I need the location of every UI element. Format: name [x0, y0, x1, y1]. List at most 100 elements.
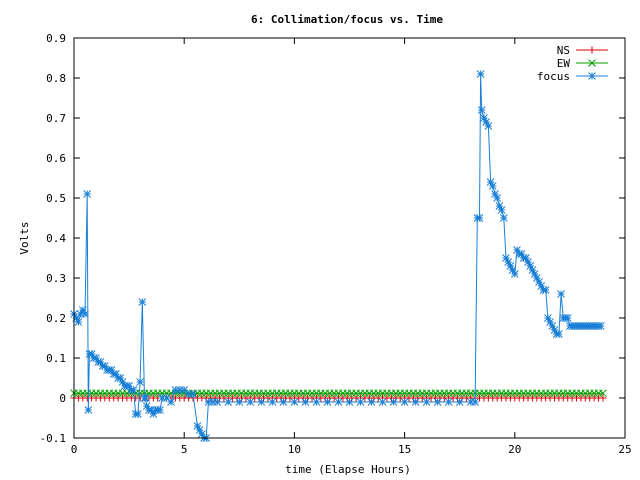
data-point-focus	[528, 266, 537, 274]
legend-label-ew: EW	[557, 57, 571, 70]
data-point-focus	[367, 398, 376, 406]
data-point-focus	[138, 298, 147, 306]
data-point-focus	[167, 398, 175, 406]
data-point-focus	[563, 314, 572, 322]
data-point-focus	[78, 306, 87, 314]
data-point-focus	[175, 386, 184, 394]
data-point-focus	[101, 362, 109, 370]
data-point-focus	[268, 398, 277, 406]
y-tick-label: 0.3	[46, 272, 66, 285]
data-point-focus	[497, 206, 506, 214]
y-tick-label: 0.6	[46, 152, 66, 165]
data-point-focus	[72, 314, 81, 322]
data-point-focus	[74, 318, 83, 326]
data-point-focus	[433, 398, 442, 406]
data-point-focus	[471, 398, 479, 406]
series-focus	[70, 70, 605, 442]
data-point-focus	[480, 114, 488, 122]
data-point-focus	[476, 70, 485, 78]
data-point-focus	[537, 282, 546, 290]
data-point-focus	[544, 314, 552, 322]
data-point-focus	[488, 182, 497, 190]
data-point-focus	[535, 278, 543, 286]
data-point-focus	[107, 366, 116, 374]
data-point-focus	[204, 398, 213, 406]
y-tick-label: 0.2	[46, 312, 66, 325]
data-point-focus	[162, 394, 171, 402]
data-point-focus	[246, 398, 255, 406]
data-point-focus	[118, 378, 127, 386]
y-tick-label: 0	[59, 392, 66, 405]
data-point-focus	[541, 286, 550, 294]
data-point-focus	[486, 178, 495, 186]
data-point-focus	[195, 426, 204, 434]
legend-marker-ns	[588, 46, 596, 54]
data-point-focus	[546, 318, 554, 326]
data-point-focus	[193, 422, 202, 430]
data-point-focus	[96, 358, 105, 366]
data-point-focus	[526, 262, 535, 270]
data-point-focus	[493, 194, 502, 202]
data-point-focus	[411, 398, 420, 406]
x-tick-label: 20	[508, 443, 521, 456]
data-point-focus	[136, 378, 144, 386]
data-point-focus	[149, 410, 158, 418]
data-point-focus	[312, 398, 321, 406]
data-point-focus	[475, 214, 484, 222]
y-tick-label: 0.8	[46, 72, 66, 85]
data-point-focus	[482, 118, 491, 126]
data-point-focus	[444, 398, 453, 406]
data-point-focus	[524, 258, 532, 266]
data-point-focus	[279, 398, 288, 406]
data-point-focus	[189, 390, 197, 398]
data-point-focus	[466, 398, 475, 406]
data-point-focus	[517, 250, 526, 258]
data-point-focus	[596, 322, 605, 330]
data-point-focus	[129, 386, 138, 394]
data-point-focus	[484, 122, 493, 130]
data-point-focus	[356, 398, 365, 406]
y-tick-label: 0.5	[46, 192, 66, 205]
data-point-focus	[156, 406, 164, 414]
y-tick-label: 0.7	[46, 112, 66, 125]
data-point-focus	[532, 274, 541, 282]
data-point-focus	[389, 398, 398, 406]
data-point-focus	[521, 254, 530, 262]
x-tick-label: 10	[288, 443, 301, 456]
x-tick-label: 15	[398, 443, 411, 456]
data-point-focus	[301, 398, 310, 406]
data-point-focus	[180, 386, 189, 394]
data-point-focus	[323, 398, 332, 406]
data-point-focus	[257, 398, 266, 406]
x-tick-label: 0	[71, 443, 78, 456]
data-point-focus	[76, 310, 85, 318]
data-point-focus	[506, 262, 515, 270]
data-point-focus	[504, 258, 513, 266]
data-point-focus	[378, 398, 387, 406]
y-tick-label: 0.1	[46, 352, 66, 365]
series-layer	[70, 70, 607, 442]
data-point-focus	[477, 106, 486, 114]
data-point-focus	[208, 398, 217, 406]
data-point-focus	[557, 290, 565, 298]
y-axis-label: Volts	[18, 221, 31, 254]
legend-marker-ew	[588, 59, 596, 67]
data-point-focus	[495, 202, 504, 210]
data-point-focus	[83, 190, 92, 198]
data-point-focus	[84, 406, 93, 414]
plot-frame	[73, 37, 626, 439]
data-point-focus	[213, 398, 222, 406]
data-point-focus	[87, 350, 96, 358]
data-point-focus	[158, 394, 167, 402]
series-ew	[70, 389, 607, 398]
data-point-focus	[502, 254, 510, 262]
y-tick-label: -0.1	[40, 432, 67, 445]
data-point-focus	[550, 326, 559, 334]
data-point-focus	[422, 398, 431, 406]
x-tick-label: 25	[618, 443, 631, 456]
data-point-focus	[290, 398, 299, 406]
data-point-focus	[548, 322, 557, 330]
data-point-focus	[116, 374, 125, 382]
data-point-focus	[224, 398, 233, 406]
data-point-focus	[345, 398, 354, 406]
